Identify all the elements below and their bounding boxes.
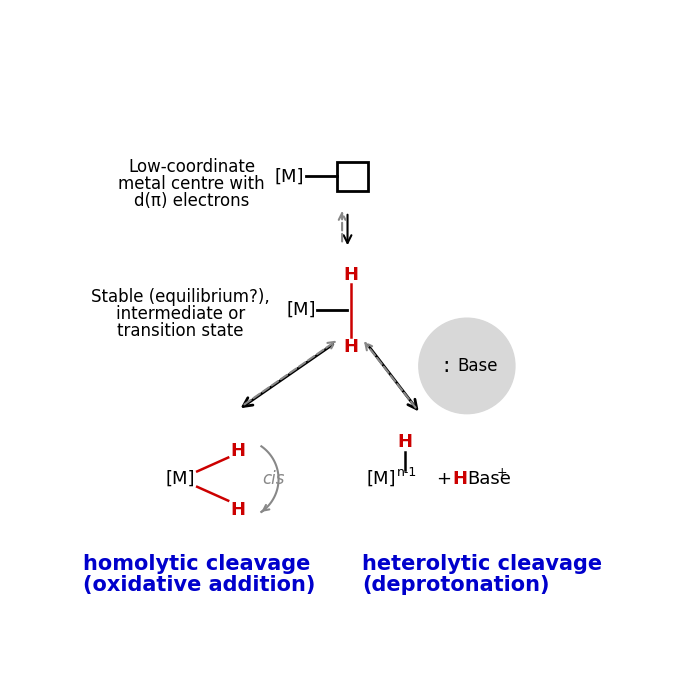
Text: homolytic cleavage: homolytic cleavage: [83, 554, 311, 574]
Text: Base: Base: [457, 357, 498, 375]
Text: H: H: [231, 442, 246, 460]
Text: H: H: [343, 266, 358, 284]
Text: Base: Base: [467, 470, 511, 488]
Text: [M]: [M]: [366, 470, 396, 488]
Text: metal centre with: metal centre with: [118, 175, 265, 193]
Text: (deprotonation): (deprotonation): [362, 574, 550, 594]
Text: transition state: transition state: [117, 321, 243, 339]
Text: intermediate or: intermediate or: [116, 305, 245, 323]
Text: cis: cis: [262, 470, 284, 488]
Text: H: H: [397, 433, 413, 451]
Text: [M]: [M]: [286, 301, 316, 319]
Text: Stable (equilibrium?),: Stable (equilibrium?),: [91, 288, 270, 305]
Text: heterolytic cleavage: heterolytic cleavage: [362, 554, 602, 574]
Text: H: H: [452, 470, 467, 488]
Text: n-1: n-1: [397, 466, 418, 480]
Text: [M]: [M]: [165, 470, 195, 488]
Text: +: +: [496, 466, 507, 480]
Text: H: H: [231, 501, 246, 519]
Text: H: H: [343, 338, 358, 356]
Text: [M]: [M]: [275, 167, 304, 186]
Text: Low-coordinate: Low-coordinate: [128, 158, 255, 176]
FancyBboxPatch shape: [337, 162, 368, 191]
Text: d(π) electrons: d(π) electrons: [134, 192, 250, 210]
Text: +: +: [436, 470, 451, 488]
Text: (oxidative addition): (oxidative addition): [83, 574, 316, 594]
Text: :: :: [442, 356, 450, 376]
Circle shape: [419, 318, 515, 413]
